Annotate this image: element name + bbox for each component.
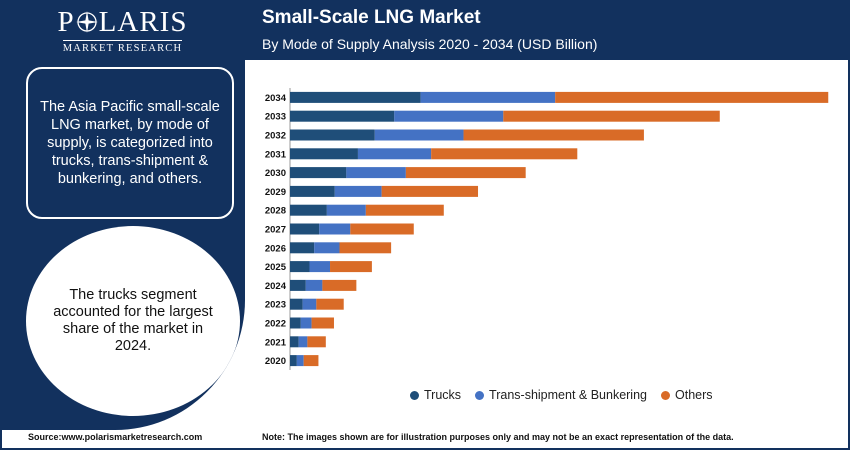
tick-label-2025: 2025 — [265, 262, 287, 273]
bar-2029-series-1 — [334, 185, 382, 197]
bar-2027-series-1 — [319, 223, 351, 235]
bar-2027-series-0 — [290, 223, 320, 235]
bar-2029-series-0 — [290, 185, 335, 197]
legend-dot-icon — [475, 390, 485, 400]
tick-label-2034: 2034 — [265, 93, 287, 104]
bar-2034-series-2 — [555, 91, 829, 103]
bar-2034-series-0 — [290, 91, 421, 103]
bar-2028-series-2 — [365, 204, 444, 216]
bar-2028-series-0 — [290, 204, 327, 216]
disclaimer-note: Note: The images shown are for illustrat… — [262, 432, 734, 442]
bar-2033-series-2 — [503, 110, 720, 122]
legend-item-0: Trucks — [410, 388, 461, 402]
legend-item-1: Trans-shipment & Bunkering — [475, 388, 647, 402]
bar-2033-series-0 — [290, 110, 395, 122]
compass-star-icon — [75, 11, 98, 33]
bar-2032-series-0 — [290, 129, 375, 141]
bar-2025-series-1 — [309, 261, 331, 273]
bar-2031-series-2 — [431, 148, 578, 160]
tick-label-2023: 2023 — [265, 300, 286, 311]
tick-label-2020: 2020 — [265, 356, 286, 367]
bar-2032-series-1 — [374, 129, 464, 141]
bar-2028-series-1 — [326, 204, 366, 216]
tick-label-2032: 2032 — [265, 131, 286, 142]
bar-2029-series-2 — [381, 185, 479, 197]
tick-label-2029: 2029 — [265, 187, 286, 198]
legend-dot-icon — [410, 390, 419, 400]
tick-label-2022: 2022 — [265, 319, 286, 330]
bar-2026-series-2 — [339, 242, 392, 254]
highlight-text: The trucks segment accounted for the lar… — [53, 287, 213, 354]
source-text: Source:www.polarismarketresearch.com — [28, 432, 203, 442]
tick-label-2027: 2027 — [265, 225, 286, 236]
info-text: The Asia Pacific small-scale LNG market,… — [40, 99, 220, 187]
bar-2026-series-0 — [290, 242, 315, 254]
stacked-bar-chart: 2034 2033 2032 2031 2030 2029 2028 2027 2026 2025… — [265, 88, 829, 370]
logo-tagline: MARKET RESEARCH — [62, 40, 183, 55]
chart-subtitle: By Mode of Supply Analysis 2020 - 2034 (… — [262, 36, 598, 52]
tick-label-2026: 2026 — [265, 243, 286, 254]
tick-label-2031: 2031 — [265, 149, 287, 160]
legend-label: Trucks — [424, 388, 462, 402]
bar-2030-series-1 — [346, 167, 406, 179]
bar-2024-series-1 — [305, 279, 323, 291]
chart-header: Small-Scale LNG Market By Mode of Supply… — [245, 0, 850, 60]
info-box: The Asia Pacific small-scale LNG market,… — [26, 67, 234, 219]
bar-2020-series-1 — [296, 355, 304, 367]
bar-2027-series-2 — [350, 223, 414, 235]
bar-2032-series-2 — [463, 129, 644, 141]
bar-2031-series-1 — [357, 148, 432, 160]
bar-2020-series-2 — [303, 355, 319, 367]
bar-2030-series-2 — [405, 167, 526, 179]
bar-2026-series-1 — [314, 242, 340, 254]
bar-2022-series-0 — [290, 317, 301, 329]
tick-label-2033: 2033 — [265, 112, 286, 123]
tick-label-2030: 2030 — [265, 168, 286, 179]
bar-2023-series-2 — [316, 298, 344, 310]
chart-legend: Trucks Trans-shipment & Bunkering Others — [410, 388, 727, 402]
tick-label-2028: 2028 — [265, 206, 286, 217]
bar-2020-series-0 — [290, 355, 297, 367]
bar-2033-series-1 — [394, 110, 504, 122]
bar-2024-series-0 — [290, 279, 306, 291]
bar-2022-series-2 — [311, 317, 334, 329]
bar-2031-series-0 — [290, 148, 358, 160]
logo-wordmark: P LARIS — [57, 6, 188, 38]
polaris-logo: P LARIS MARKET RESEARCH — [0, 6, 245, 56]
left-panel: P LARIS MARKET RESEARCH The Asia Pacific… — [0, 0, 245, 430]
bar-2024-series-2 — [322, 279, 357, 291]
bar-2023-series-1 — [302, 298, 317, 310]
chart-title: Small-Scale LNG Market — [262, 7, 481, 28]
legend-label: Others — [675, 388, 713, 402]
bar-2030-series-0 — [290, 167, 347, 179]
highlight-circle: The trucks segment accounted for the lar… — [26, 226, 240, 416]
bar-2021-series-2 — [307, 336, 326, 348]
bar-2021-series-1 — [298, 336, 308, 348]
tick-label-2021: 2021 — [265, 337, 287, 348]
bar-2025-series-0 — [290, 261, 310, 273]
bar-2021-series-0 — [290, 336, 299, 348]
legend-item-2: Others — [661, 388, 713, 402]
bar-2023-series-0 — [290, 298, 303, 310]
tick-label-2024: 2024 — [265, 281, 287, 292]
bar-2025-series-2 — [330, 261, 372, 273]
legend-dot-icon — [661, 390, 670, 400]
bar-2034-series-1 — [420, 91, 556, 103]
legend-label: Trans-shipment & Bunkering — [489, 388, 647, 402]
bar-2022-series-1 — [300, 317, 312, 329]
